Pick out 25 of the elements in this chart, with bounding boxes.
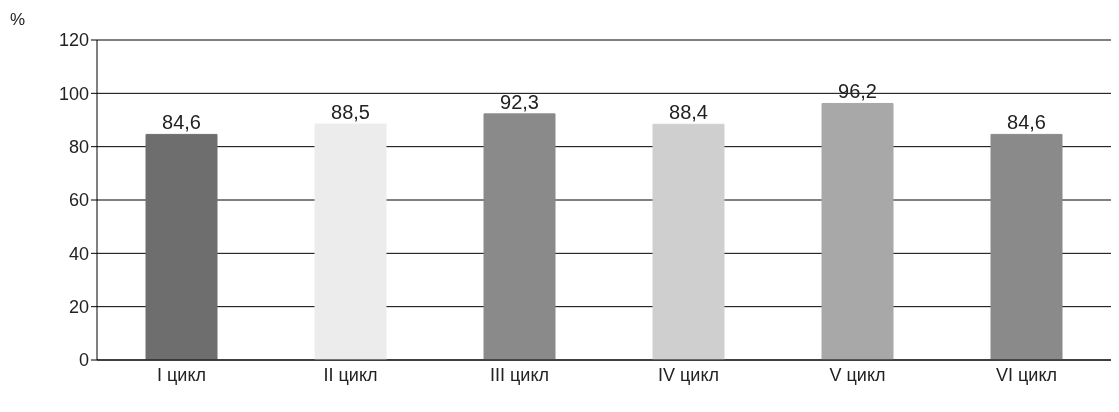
data-label: 92,3 xyxy=(500,90,539,113)
x-tick-label: VI цикл xyxy=(996,364,1057,385)
data-label: 84,6 xyxy=(1007,111,1046,134)
y-tick-label: 40 xyxy=(68,243,89,264)
x-tick-label: I цикл xyxy=(157,364,206,385)
y-tick-label: 100 xyxy=(58,83,89,104)
y-tick-label: 60 xyxy=(68,190,89,211)
y-tick-label: 0 xyxy=(78,350,89,371)
bar xyxy=(314,123,387,360)
data-label: 84,6 xyxy=(162,111,201,134)
data-label: 88,4 xyxy=(669,101,708,124)
bar xyxy=(145,133,218,360)
x-tick-label: III цикл xyxy=(490,364,549,385)
bar xyxy=(821,102,894,360)
bar xyxy=(990,133,1063,360)
bar xyxy=(652,123,725,360)
data-label: 88,5 xyxy=(331,101,370,123)
x-tick-label: IV цикл xyxy=(658,364,719,385)
x-tick-label: V цикл xyxy=(829,364,886,385)
x-tick-label: II цикл xyxy=(323,364,378,385)
y-axis-title: % xyxy=(10,10,26,30)
y-tick-label: 20 xyxy=(68,297,89,318)
bar xyxy=(483,113,556,360)
y-tick-label: 120 xyxy=(58,30,89,51)
y-tick-label: 80 xyxy=(68,137,89,158)
